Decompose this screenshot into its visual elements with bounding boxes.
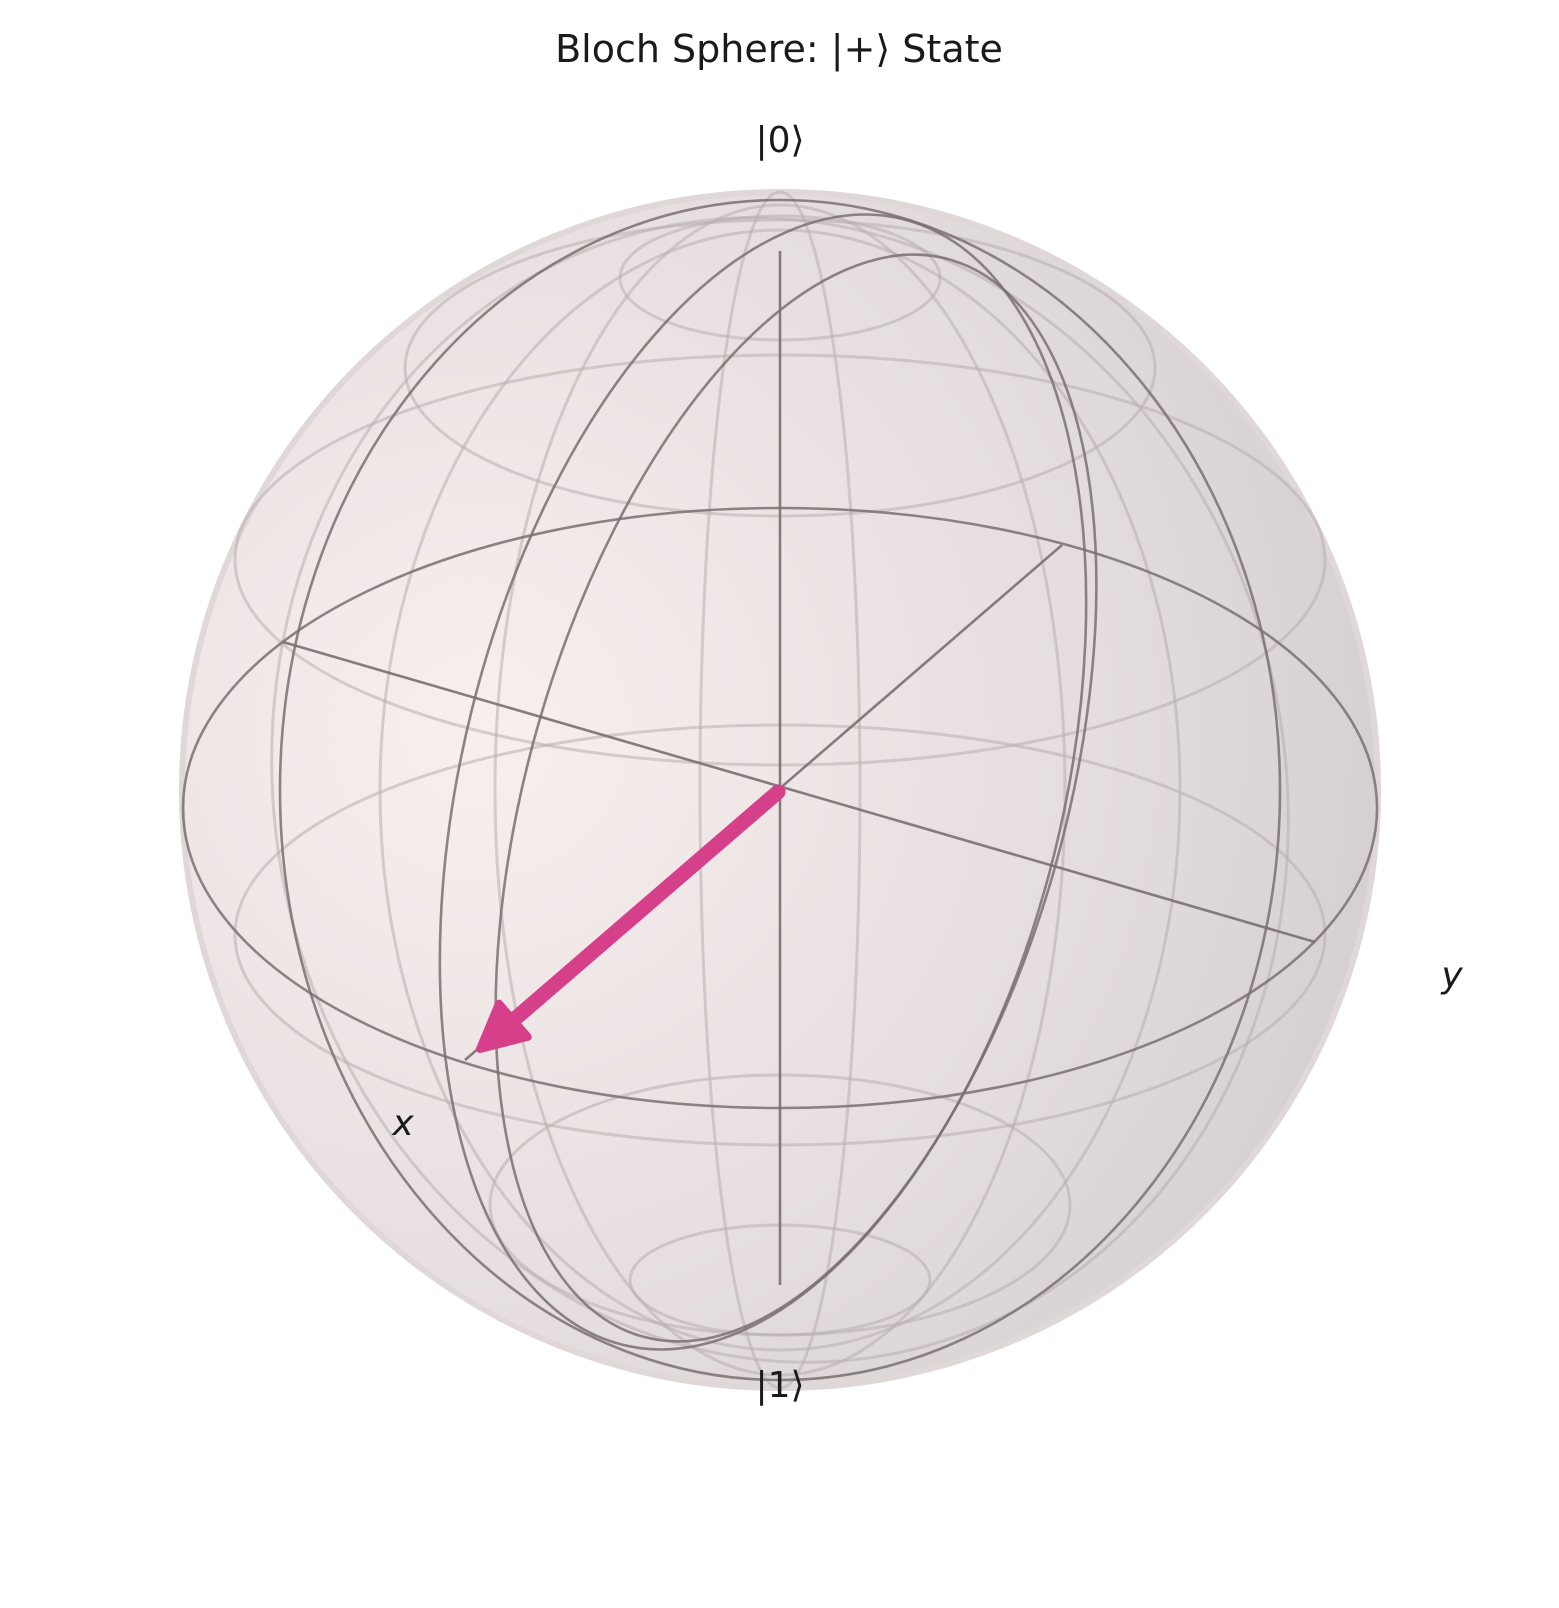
meridian-back-1	[698, 190, 862, 1390]
state-vector	[476, 784, 786, 1053]
meridian-ring-3	[278, 198, 1282, 1382]
meridian-back-4	[270, 216, 1290, 1364]
x-axis-line	[282, 640, 1316, 944]
figure-title: Bloch Sphere: |+⟩ State	[555, 27, 1003, 72]
meridian-back-2	[493, 203, 1067, 1377]
y-axis-label: y	[1440, 955, 1463, 996]
x-axis-label: x	[391, 1103, 414, 1144]
state-vector-arrowhead	[476, 999, 532, 1053]
south-pole-label: |1⟩	[755, 1365, 804, 1406]
meridian-back-3	[378, 228, 1182, 1352]
state-vector-shaft	[502, 784, 786, 1031]
meridian-ring-2	[494, 253, 1098, 1343]
north-pole-label: |0⟩	[755, 120, 804, 161]
